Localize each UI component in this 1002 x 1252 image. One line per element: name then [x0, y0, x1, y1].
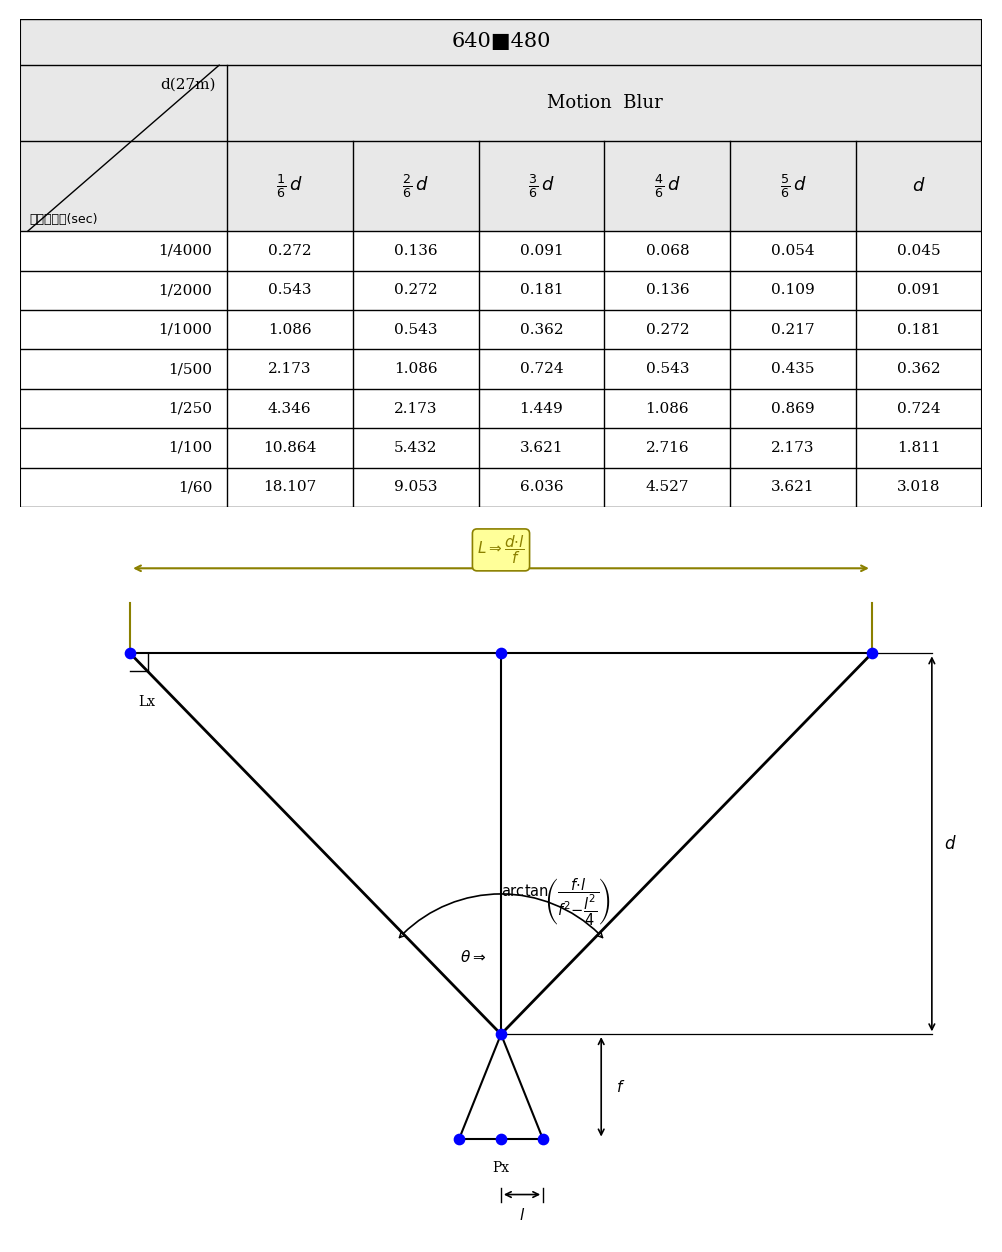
Text: 0.543: 0.543: [645, 362, 689, 376]
Point: [122, 644, 138, 664]
FancyBboxPatch shape: [20, 349, 982, 389]
Text: 3.621: 3.621: [772, 481, 815, 495]
Text: $\frac{5}{6}\,d$: $\frac{5}{6}\,d$: [780, 172, 807, 200]
Text: 4.346: 4.346: [268, 402, 312, 416]
Text: 0.045: 0.045: [897, 244, 941, 258]
Text: 0.109: 0.109: [772, 283, 815, 297]
Text: 0.054: 0.054: [772, 244, 815, 258]
Text: 0.543: 0.543: [268, 283, 312, 297]
FancyBboxPatch shape: [20, 19, 982, 65]
Text: 0.136: 0.136: [394, 244, 438, 258]
Text: 1.449: 1.449: [520, 402, 563, 416]
Text: 1.086: 1.086: [268, 323, 312, 337]
Text: 0.091: 0.091: [897, 283, 941, 297]
Text: 0.136: 0.136: [645, 283, 689, 297]
FancyBboxPatch shape: [20, 310, 982, 349]
Text: $f$: $f$: [616, 1079, 625, 1094]
Text: 0.272: 0.272: [394, 283, 438, 297]
Text: 0.181: 0.181: [897, 323, 941, 337]
Text: $\theta\Rightarrow$: $\theta\Rightarrow$: [460, 949, 486, 965]
Text: 1.811: 1.811: [897, 441, 941, 454]
Text: 1/4000: 1/4000: [158, 244, 212, 258]
Point: [864, 644, 880, 664]
Point: [493, 1129, 509, 1149]
Text: 0.435: 0.435: [772, 362, 815, 376]
Text: 3.621: 3.621: [520, 441, 563, 454]
Text: $\frac{1}{6}\,d$: $\frac{1}{6}\,d$: [277, 172, 304, 200]
Text: Lx: Lx: [138, 695, 155, 709]
Text: Motion  Blur: Motion Blur: [546, 94, 662, 111]
Text: Px: Px: [492, 1162, 510, 1176]
Text: 1/60: 1/60: [178, 481, 212, 495]
Text: 0.217: 0.217: [772, 323, 815, 337]
Text: 1/2000: 1/2000: [158, 283, 212, 297]
Text: 0.724: 0.724: [520, 362, 563, 376]
FancyBboxPatch shape: [20, 270, 982, 310]
Text: $\frac{2}{6}\,d$: $\frac{2}{6}\,d$: [402, 172, 429, 200]
Text: 3.018: 3.018: [897, 481, 941, 495]
Text: d(27m): d(27m): [159, 78, 215, 91]
Point: [493, 1024, 509, 1044]
Point: [535, 1129, 551, 1149]
Point: [451, 1129, 467, 1149]
Text: 10.864: 10.864: [264, 441, 317, 454]
Text: 1/250: 1/250: [168, 402, 212, 416]
Text: $\mathrm{arctan}\!\left(\dfrac{f{\cdot}l}{f^2{-}\dfrac{l^2}{4}}\right)$: $\mathrm{arctan}\!\left(\dfrac{f{\cdot}l…: [501, 876, 611, 928]
Text: $d$: $d$: [944, 835, 957, 853]
Text: 0.272: 0.272: [645, 323, 689, 337]
Text: $\frac{4}{6}\,d$: $\frac{4}{6}\,d$: [654, 172, 680, 200]
Text: 2.173: 2.173: [394, 402, 438, 416]
Text: 0.068: 0.068: [645, 244, 689, 258]
Text: 0.362: 0.362: [520, 323, 563, 337]
Text: 2.716: 2.716: [645, 441, 689, 454]
Text: 6.036: 6.036: [520, 481, 563, 495]
Text: $\frac{3}{6}\,d$: $\frac{3}{6}\,d$: [528, 172, 555, 200]
FancyBboxPatch shape: [20, 65, 982, 140]
Text: 1/1000: 1/1000: [158, 323, 212, 337]
FancyBboxPatch shape: [20, 19, 982, 507]
Text: 0.091: 0.091: [520, 244, 563, 258]
Text: 5.432: 5.432: [394, 441, 438, 454]
FancyBboxPatch shape: [20, 140, 982, 232]
Text: 0.181: 0.181: [520, 283, 563, 297]
Text: 4.527: 4.527: [645, 481, 689, 495]
Text: 1/500: 1/500: [168, 362, 212, 376]
Text: 0.362: 0.362: [897, 362, 941, 376]
Text: 셔터스피드(sec): 셔터스피드(sec): [30, 213, 98, 227]
Text: 18.107: 18.107: [264, 481, 317, 495]
Text: 2.173: 2.173: [268, 362, 312, 376]
Text: $d$: $d$: [912, 177, 926, 195]
Text: $l$: $l$: [519, 1207, 525, 1222]
Text: 1.086: 1.086: [394, 362, 438, 376]
FancyBboxPatch shape: [20, 428, 982, 468]
Text: 640■480: 640■480: [451, 33, 551, 51]
FancyBboxPatch shape: [20, 232, 982, 270]
Text: 0.543: 0.543: [394, 323, 438, 337]
Text: $L\Rightarrow\dfrac{d{\cdot}l}{f}$: $L\Rightarrow\dfrac{d{\cdot}l}{f}$: [477, 533, 525, 566]
Text: 1/100: 1/100: [168, 441, 212, 454]
Text: 1.086: 1.086: [645, 402, 689, 416]
Text: 0.869: 0.869: [772, 402, 815, 416]
Text: 0.272: 0.272: [268, 244, 312, 258]
Text: 0.724: 0.724: [897, 402, 941, 416]
Text: 2.173: 2.173: [772, 441, 815, 454]
Text: 9.053: 9.053: [394, 481, 438, 495]
FancyBboxPatch shape: [20, 389, 982, 428]
Point: [493, 644, 509, 664]
FancyBboxPatch shape: [20, 468, 982, 507]
